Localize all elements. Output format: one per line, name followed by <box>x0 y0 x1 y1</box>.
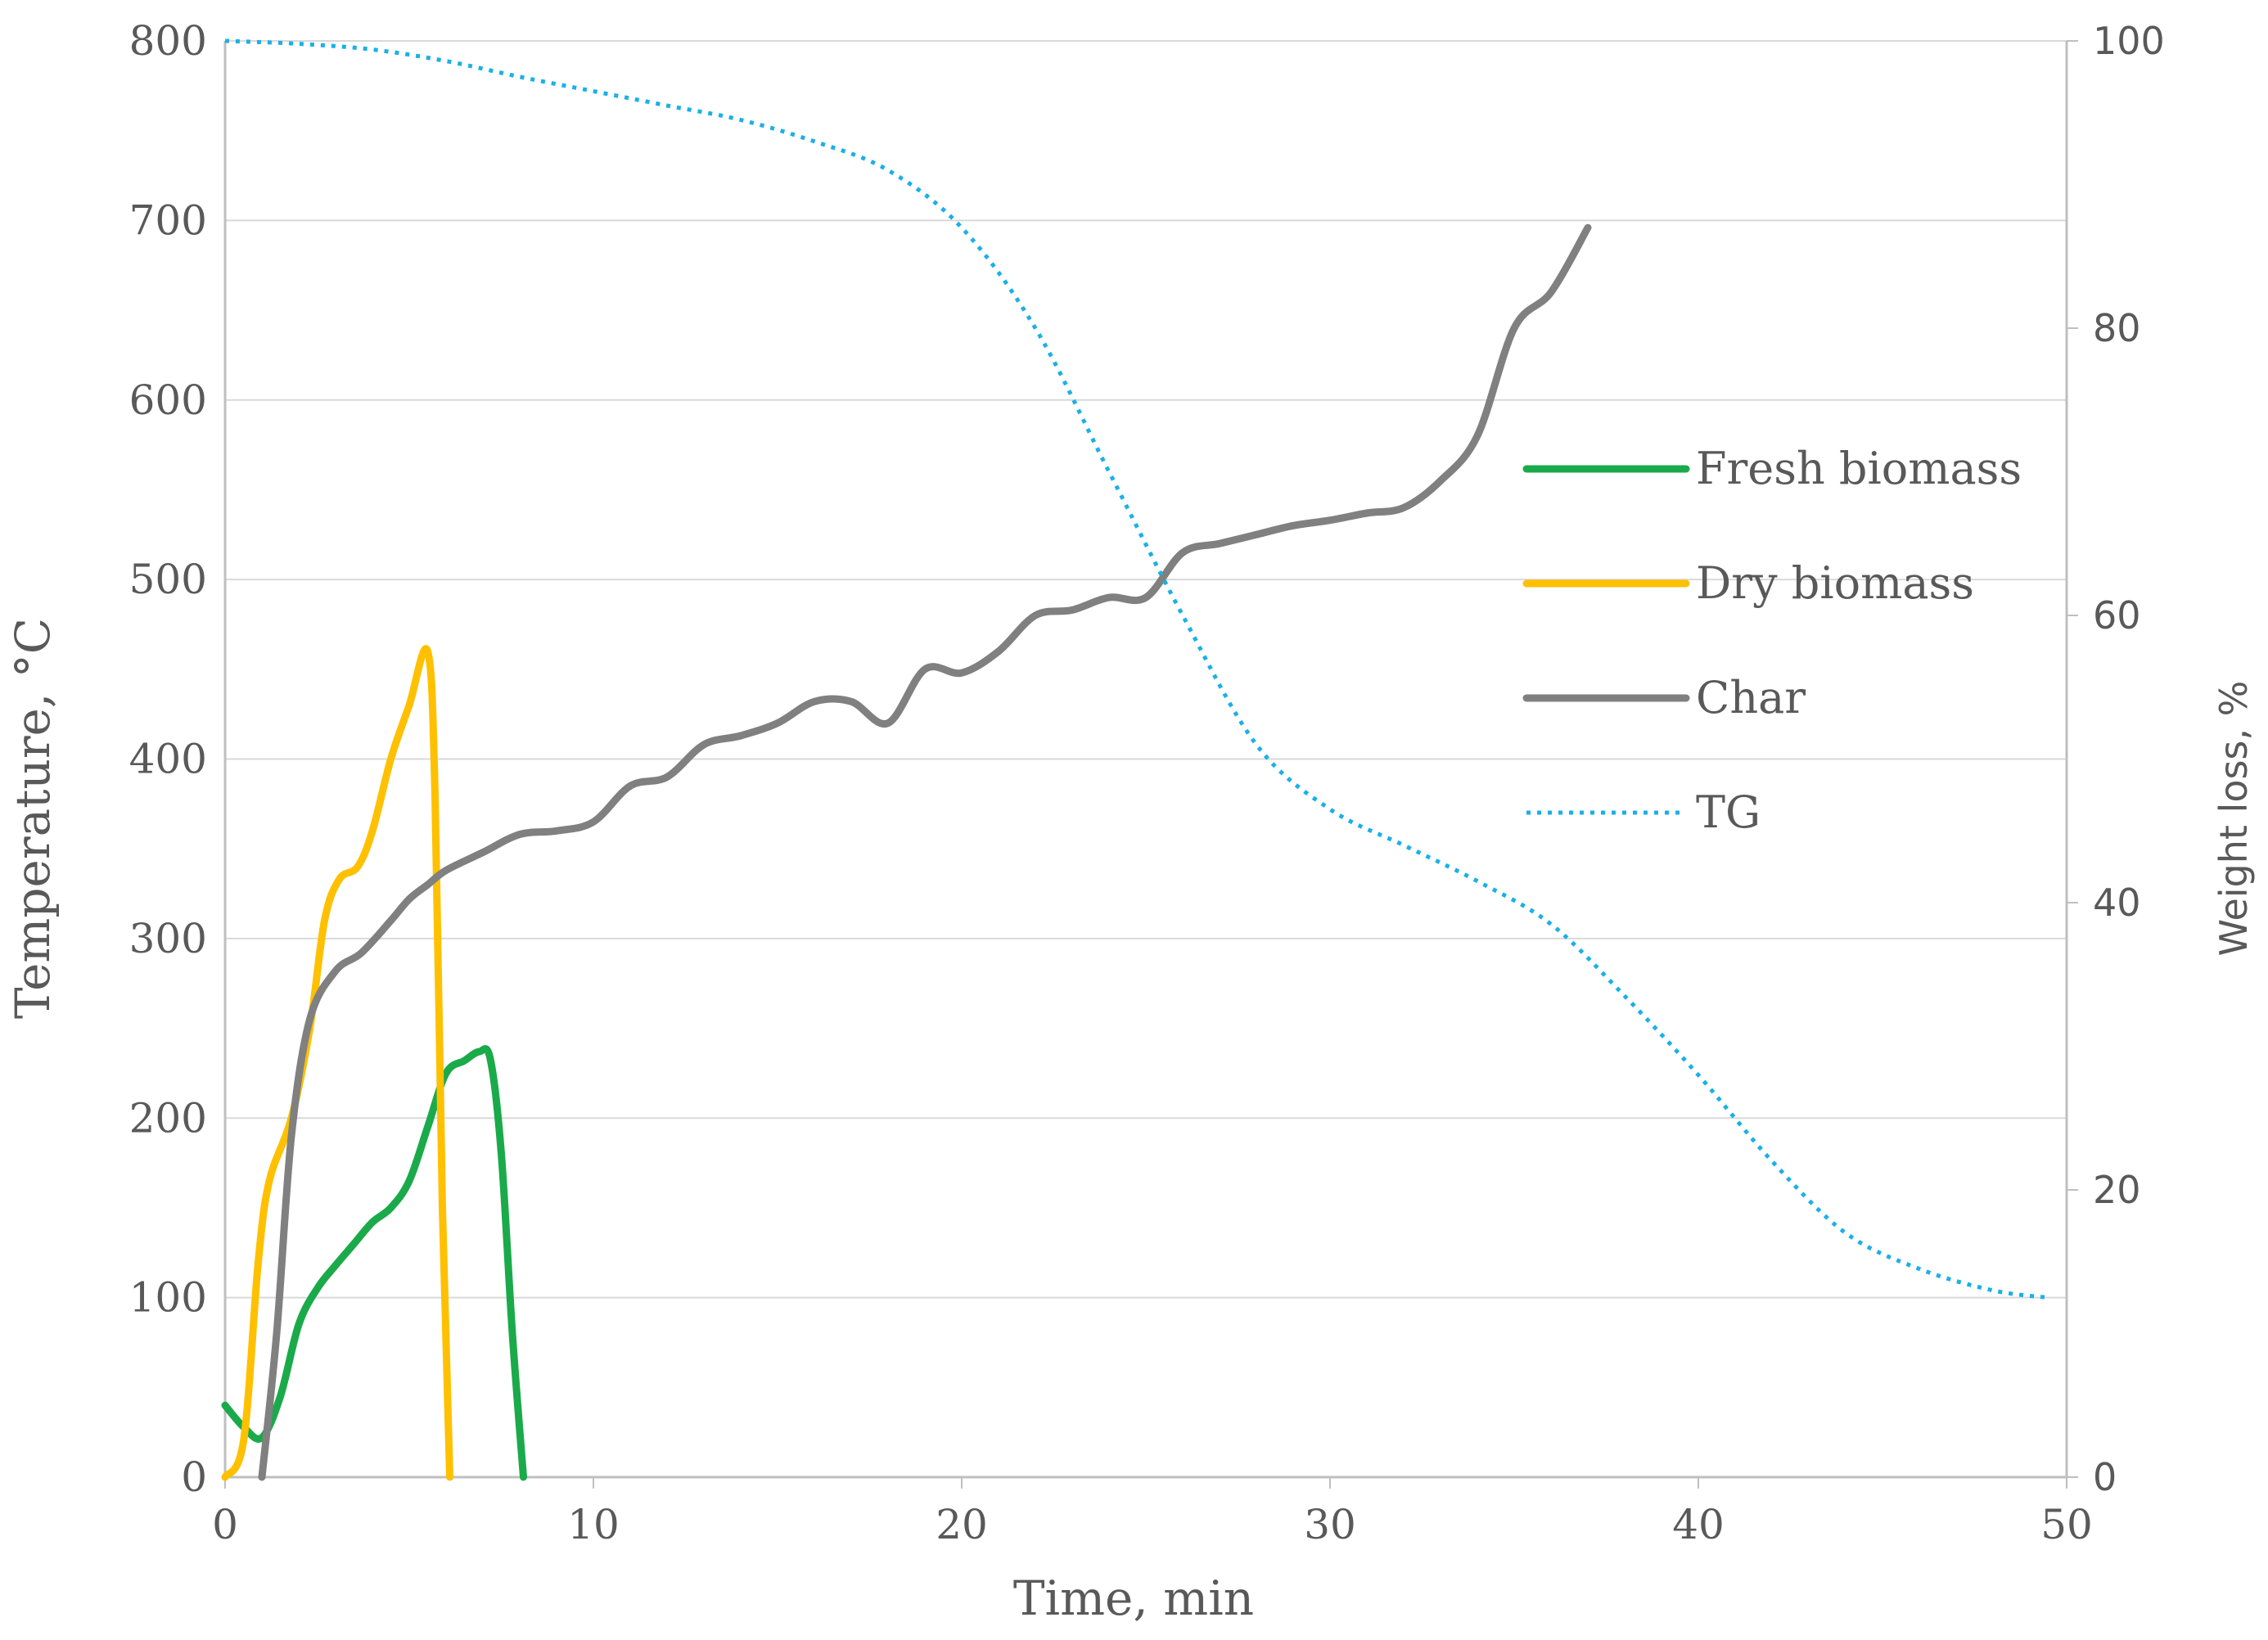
legend-item-fresh-biomass: Fresh biomass <box>1522 443 2022 494</box>
series-lines <box>221 38 2049 1481</box>
x-tick-label: 10 <box>567 1501 620 1548</box>
y-right-tick-label: 40 <box>2093 881 2141 925</box>
left-axis-ticks: 0 100 200 300 400 500 600 700 800 <box>129 17 207 1501</box>
y-left-tick-label: 0 <box>181 1453 207 1501</box>
series-line-char <box>258 223 1592 1481</box>
y-axis-title-right: Weight loss, % <box>2212 681 2256 957</box>
gridlines <box>225 40 2067 1299</box>
legend-item-char: Char <box>1522 672 1806 723</box>
legend-item-dry-biomass: Dry biomass <box>1522 557 1974 609</box>
y-left-tick-label: 600 <box>129 376 207 424</box>
y-left-tick-label: 400 <box>129 736 207 783</box>
x-tick-label: 20 <box>936 1501 988 1548</box>
y-right-tick-label: 20 <box>2093 1168 2141 1212</box>
y-left-tick-label: 800 <box>129 17 207 65</box>
legend-label: Char <box>1696 672 1806 723</box>
y-axis-title-left: Temperature, °C <box>5 618 61 1019</box>
legend-label: TG <box>1696 786 1761 838</box>
x-tick-label: 30 <box>1304 1501 1356 1548</box>
y-left-tick-label: 500 <box>129 556 207 603</box>
series-line-dry-biomass <box>221 645 453 1481</box>
legend-label: Fresh biomass <box>1696 443 2022 494</box>
legend: Fresh biomass Dry biomass Char TG <box>1522 443 2022 838</box>
x-tick-label: 40 <box>1672 1501 1725 1548</box>
y-right-tick-label: 0 <box>2093 1455 2117 1499</box>
y-left-tick-label: 300 <box>129 915 207 962</box>
y-right-tick-label: 100 <box>2093 19 2165 63</box>
legend-item-tg: TG <box>1526 786 1761 838</box>
y-left-tick-label: 700 <box>129 196 207 244</box>
series-line-tg <box>224 38 2049 1300</box>
axes <box>223 41 2068 1479</box>
y-left-tick-label: 200 <box>129 1094 207 1142</box>
legend-label: Dry biomass <box>1696 557 1974 609</box>
x-tick-label: 0 <box>212 1501 238 1548</box>
series-line-fresh-biomass <box>221 1045 527 1481</box>
right-axis-ticks: 0 20 40 60 80 100 <box>2067 19 2165 1499</box>
y-right-tick-label: 80 <box>2093 306 2141 350</box>
x-tick-label: 50 <box>2040 1501 2093 1548</box>
y-left-tick-label: 100 <box>129 1274 207 1322</box>
x-axis-title: Time, min <box>1013 1570 1254 1626</box>
y-right-tick-label: 60 <box>2093 593 2141 638</box>
bottom-axis-ticks: 0 10 20 30 40 50 <box>212 1477 2093 1548</box>
